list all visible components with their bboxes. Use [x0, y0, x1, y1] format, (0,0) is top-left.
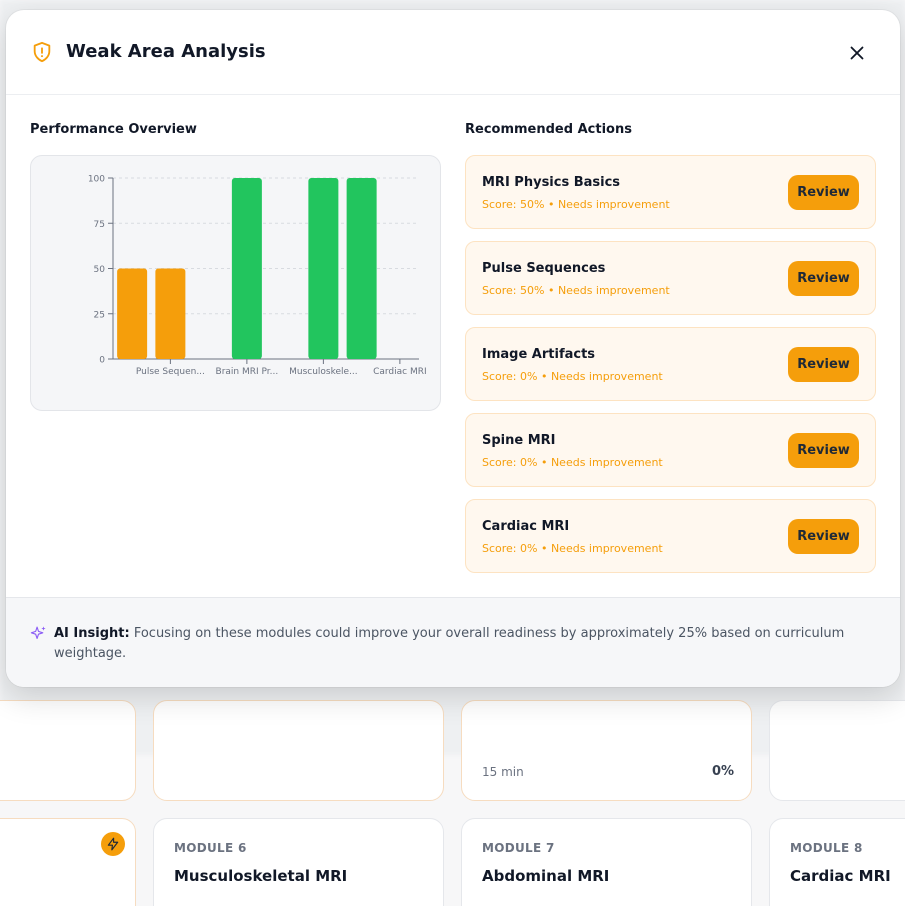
module-card[interactable] — [0, 700, 136, 801]
module-duration: 15 min — [482, 765, 524, 779]
module-card[interactable]: MODULE 6 Musculoskeletal MRI — [153, 818, 444, 906]
x-tick-label: Musculoskele... — [289, 367, 358, 377]
action-card: Cardiac MRI Score: 0% • Needs improvemen… — [465, 499, 876, 573]
module-title: Cardiac MRI — [790, 867, 891, 885]
module-progress: 0% — [712, 764, 735, 779]
action-score: Score: 50% • Needs improvement — [482, 284, 670, 297]
x-tick-label: Brain MRI Pr... — [216, 367, 279, 377]
y-tick-label: 75 — [94, 220, 105, 230]
review-button[interactable]: Review — [788, 347, 859, 382]
bar — [308, 178, 339, 359]
modal-title: Weak Area Analysis — [66, 41, 266, 62]
module-label: MODULE 8 — [790, 841, 863, 855]
bar-chart: 0 25 50 75 100 Pulse Sequen... Brain MRI Pr...… — [88, 175, 427, 378]
ai-insight-footer: AI Insight: Focusing on these modules co… — [6, 597, 900, 687]
module-card[interactable] — [769, 700, 905, 801]
recommended-actions-title: Recommended Actions — [465, 122, 632, 137]
module-title: Abdominal MRI — [482, 867, 610, 885]
bar — [155, 268, 186, 359]
bar — [117, 268, 148, 359]
action-module-name: MRI Physics Basics — [482, 175, 621, 190]
sparkle-icon — [30, 626, 46, 640]
review-button[interactable]: Review — [788, 175, 859, 210]
y-tick-label: 25 — [94, 310, 105, 320]
ai-insight-label: AI Insight: — [54, 626, 130, 641]
modal-header: Weak Area Analysis — [6, 10, 900, 95]
action-module-name: Image Artifacts — [482, 347, 596, 362]
review-button[interactable]: Review — [788, 261, 859, 296]
module-title: Musculoskeletal MRI — [174, 867, 348, 885]
bar — [346, 178, 377, 359]
module-card[interactable]: MODULE 8 Cardiac MRI — [769, 818, 905, 906]
module-card[interactable]: MODULE 7 Abdominal MRI — [461, 818, 752, 906]
ai-insight-body: Focusing on these modules could improve … — [54, 626, 845, 661]
lightning-icon — [101, 832, 125, 856]
y-tick-label: 100 — [88, 175, 105, 185]
action-card: Pulse Sequences Score: 50% • Needs impro… — [465, 241, 876, 315]
review-button[interactable]: Review — [788, 433, 859, 468]
x-tick-label: Pulse Sequen... — [136, 367, 205, 377]
action-card: MRI Physics Basics Score: 50% • Needs im… — [465, 155, 876, 229]
ai-insight-text: AI Insight: Focusing on these modules co… — [54, 624, 874, 664]
module-card[interactable]: 15 min 0% — [461, 700, 752, 801]
review-button[interactable]: Review — [788, 519, 859, 554]
action-module-name: Cardiac MRI — [482, 519, 570, 534]
action-module-name: Spine MRI — [482, 433, 556, 448]
shield-alert-icon — [33, 41, 51, 63]
x-tick-label: Cardiac MRI — [373, 367, 427, 377]
module-label: MODULE 6 — [174, 841, 247, 855]
action-score: Score: 0% • Needs improvement — [482, 542, 663, 555]
action-card: Spine MRI Score: 0% • Needs improvement … — [465, 413, 876, 487]
close-icon[interactable] — [846, 42, 868, 64]
y-tick-label: 50 — [94, 265, 106, 275]
performance-overview-title: Performance Overview — [30, 122, 197, 137]
action-card: Image Artifacts Score: 0% • Needs improv… — [465, 327, 876, 401]
y-tick-label: 0 — [99, 356, 105, 366]
weak-area-modal: Weak Area Analysis Performance Overview … — [6, 10, 900, 687]
action-score: Score: 0% • Needs improvement — [482, 370, 663, 383]
bar — [231, 178, 262, 359]
action-score: Score: 0% • Needs improvement — [482, 456, 663, 469]
module-card[interactable] — [153, 700, 444, 801]
module-card[interactable] — [0, 818, 136, 906]
module-label: MODULE 7 — [482, 841, 555, 855]
action-module-name: Pulse Sequences — [482, 261, 606, 276]
performance-chart: 0 25 50 75 100 Pulse Sequen... Brain MRI Pr...… — [30, 155, 441, 411]
action-score: Score: 50% • Needs improvement — [482, 198, 670, 211]
